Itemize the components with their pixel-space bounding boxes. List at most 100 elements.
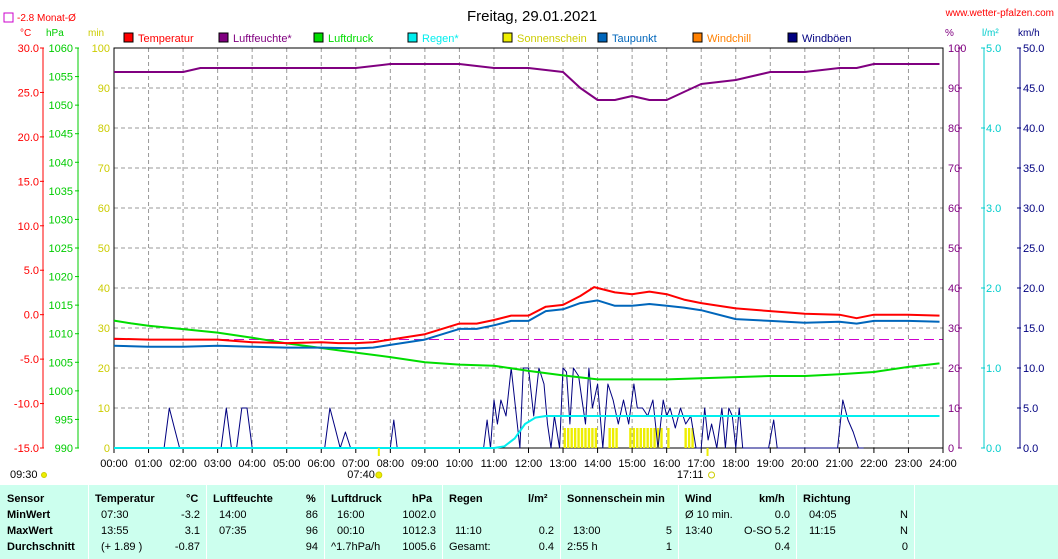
sunshine-bar (611, 428, 615, 448)
temp-tick-label: 20.0 (18, 132, 39, 144)
max-hum-time: 07:35 (219, 525, 247, 537)
sunshine-bar (649, 428, 653, 448)
divider (88, 485, 89, 559)
x-tick-label: 20:00 (791, 458, 819, 470)
max-wind-value: 5.2 (774, 525, 790, 537)
legend-swatch-7 (692, 32, 703, 43)
temp-tick-label: 25.0 (18, 87, 39, 99)
x-tick-label: 18:00 (722, 458, 750, 470)
x-tick-label: 03:00 (204, 458, 232, 470)
legend-label-7: Windchill (707, 33, 751, 45)
pressure-tick-label: 1040 (49, 157, 73, 169)
divider (560, 485, 561, 559)
legend-label-6: Taupunkt (612, 33, 657, 45)
avg-press-trend: ^1.7hPa/h (331, 541, 381, 553)
humidity-unit-label: % (945, 28, 954, 39)
temp-tick-label: -15.0 (14, 443, 39, 455)
sun-duration-label: 09:30 (10, 469, 38, 481)
sun-duration-icon (41, 472, 47, 478)
sunshine-bar (591, 428, 594, 448)
divider (796, 485, 797, 559)
source-url[interactable]: www.wetter-pfalzen.com (945, 8, 1054, 19)
legend-label-3: Luftdruck (328, 33, 374, 45)
divider (678, 485, 679, 559)
x-tick-label: 06:00 (307, 458, 335, 470)
x-tick-label: 00:00 (100, 458, 128, 470)
pressure-tick-label: 995 (55, 414, 73, 426)
minutes-tick-label: 40 (98, 283, 110, 295)
sunshine-bar (567, 428, 570, 448)
header-pressure-unit: hPa (412, 493, 433, 505)
row-label-average: Durchschnitt (7, 541, 75, 553)
legend-label-4: Regen* (422, 33, 459, 45)
minutes-tick-label: 50 (98, 243, 110, 255)
humidity-tick-label: 90 (948, 83, 960, 95)
legend-swatch-6 (597, 32, 608, 43)
header-humidity: Luftfeuchte (213, 493, 273, 505)
chart-title: Freitag, 29.01.2021 (467, 8, 597, 25)
pressure-tick-label: 1005 (49, 357, 73, 369)
temp-tick-label: 15.0 (18, 176, 39, 188)
x-tick-label: 08:00 (377, 458, 405, 470)
sunshine-bar (646, 428, 649, 448)
pressure-tick-label: 990 (55, 443, 73, 455)
divider (914, 485, 915, 559)
humidity-tick-label: 70 (948, 163, 960, 175)
wind-tick-label: 40.0 (1023, 123, 1044, 135)
sunrise-sun-icon (375, 471, 383, 479)
sunshine-bar (563, 428, 566, 448)
minutes-tick-label: 20 (98, 363, 110, 375)
monthly-avg-marker-icon (3, 12, 14, 23)
legend-label-8: Windböen (802, 33, 852, 45)
x-tick-label: 02:00 (169, 458, 197, 470)
series-line-luftfeuchte (114, 63, 940, 101)
header-wind-unit: km/h (759, 493, 785, 505)
rain-total-value: 0.4 (538, 541, 554, 553)
x-tick-label: 09:00 (411, 458, 439, 470)
max-hum-value: 96 (305, 525, 318, 537)
wind-tick-label: 10.0 (1023, 363, 1044, 375)
rain-tick-label: 4.0 (986, 123, 1001, 135)
sunshine-bar (608, 428, 611, 448)
minutes-tick-label: 80 (98, 123, 110, 135)
pressure-tick-label: 1035 (49, 186, 73, 198)
sunshine-bar (629, 428, 632, 448)
wind-tick-label: 45.0 (1023, 83, 1044, 95)
max-wind-time: 13:40 (685, 525, 713, 537)
x-tick-label: 19:00 (757, 458, 785, 470)
pressure-tick-label: 1060 (49, 43, 73, 55)
rain-tick-label: 1.0 (986, 363, 1001, 375)
unit-labels: °C hPa min% l/m² km/h (20, 28, 1040, 39)
max-temp-time: 13:55 (101, 525, 129, 537)
rain-tick-label: 3.0 (986, 203, 1001, 215)
x-tick-label: 23:00 (895, 458, 923, 470)
header-rain: Regen (449, 493, 483, 505)
x-tick-label: 12:00 (515, 458, 543, 470)
grid (114, 48, 943, 448)
sunset-time: 17:11 (677, 469, 704, 481)
rain-total-label: Gesamt: (449, 541, 491, 553)
divider (324, 485, 325, 559)
header-temperature: Temperatur (95, 493, 155, 505)
sunshine-bar (577, 428, 580, 448)
rain-unit-label: l/m² (982, 28, 999, 39)
rain-tick-label: 0.0 (986, 443, 1001, 455)
series-line-regen (114, 415, 940, 449)
x-tick-label: 16:00 (653, 458, 681, 470)
header-wind: Wind (685, 493, 712, 505)
monthly-avg-label: -2.8 Monat-Ø (17, 13, 76, 24)
minutes-tick-label: 90 (98, 83, 110, 95)
legend-label-2: Luftfeuchte* (233, 33, 292, 45)
pressure-tick-label: 1010 (49, 329, 73, 341)
pressure-tick-label: 1030 (49, 214, 73, 226)
wind-tick-label: 25.0 (1023, 243, 1044, 255)
sunrise-time: 07:40 (347, 469, 375, 481)
min-hum-value: 86 (305, 509, 318, 521)
sun-total-duration: 2:55 h (567, 541, 598, 553)
sunshine-bar (684, 428, 687, 448)
x-tick-label: 14:00 (584, 458, 612, 470)
avg-temp-value: -0.87 (174, 541, 200, 553)
max-direction-time: 11:15 (809, 525, 836, 537)
humidity-tick-label: 100 (948, 43, 966, 55)
min-temp-value: -3.2 (181, 509, 200, 521)
